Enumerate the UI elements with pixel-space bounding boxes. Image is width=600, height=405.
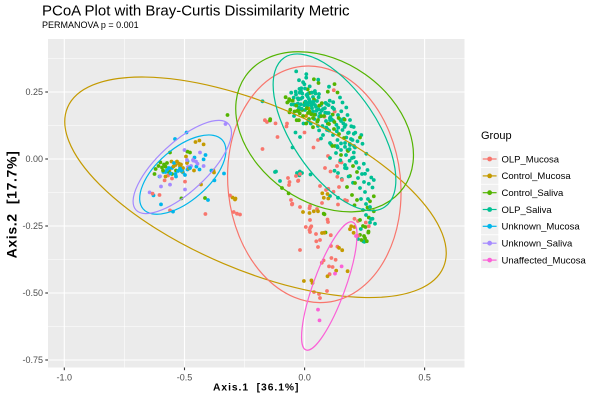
svg-text:0.0: 0.0: [298, 373, 311, 383]
svg-text:-0.75: -0.75: [22, 355, 43, 365]
svg-text:0.25: 0.25: [25, 87, 43, 97]
svg-text:-0.50: -0.50: [22, 288, 43, 298]
svg-text:OLP_Mucosa: OLP_Mucosa: [502, 154, 560, 165]
svg-text:Unaffected_Mucosa: Unaffected_Mucosa: [502, 255, 587, 266]
svg-text:Unknown_Mucosa: Unknown_Mucosa: [502, 222, 581, 233]
svg-text:Control_Mucosa: Control_Mucosa: [502, 171, 572, 182]
svg-text:Unknown_Saliva: Unknown_Saliva: [502, 239, 573, 250]
svg-text:Axis.2 [17.7%]: Axis.2 [17.7%]: [4, 151, 20, 259]
svg-text:PERMANOVA p = 0.001: PERMANOVA p = 0.001: [42, 20, 139, 30]
svg-text:-0.25: -0.25: [22, 221, 43, 231]
svg-text:PCoA Plot with Bray-Curtis Dis: PCoA Plot with Bray-Curtis Dissimilarity…: [42, 3, 350, 20]
svg-text:0.00: 0.00: [25, 154, 43, 164]
svg-text:Group: Group: [481, 130, 512, 142]
svg-text:Control_Saliva: Control_Saliva: [502, 188, 564, 199]
svg-text:-1.0: -1.0: [57, 373, 73, 383]
svg-text:OLP_Saliva: OLP_Saliva: [502, 205, 553, 216]
svg-text:-0.5: -0.5: [177, 373, 193, 383]
svg-text:0.5: 0.5: [418, 373, 431, 383]
svg-text:Axis.1 [36.1%]: Axis.1 [36.1%]: [213, 383, 299, 394]
